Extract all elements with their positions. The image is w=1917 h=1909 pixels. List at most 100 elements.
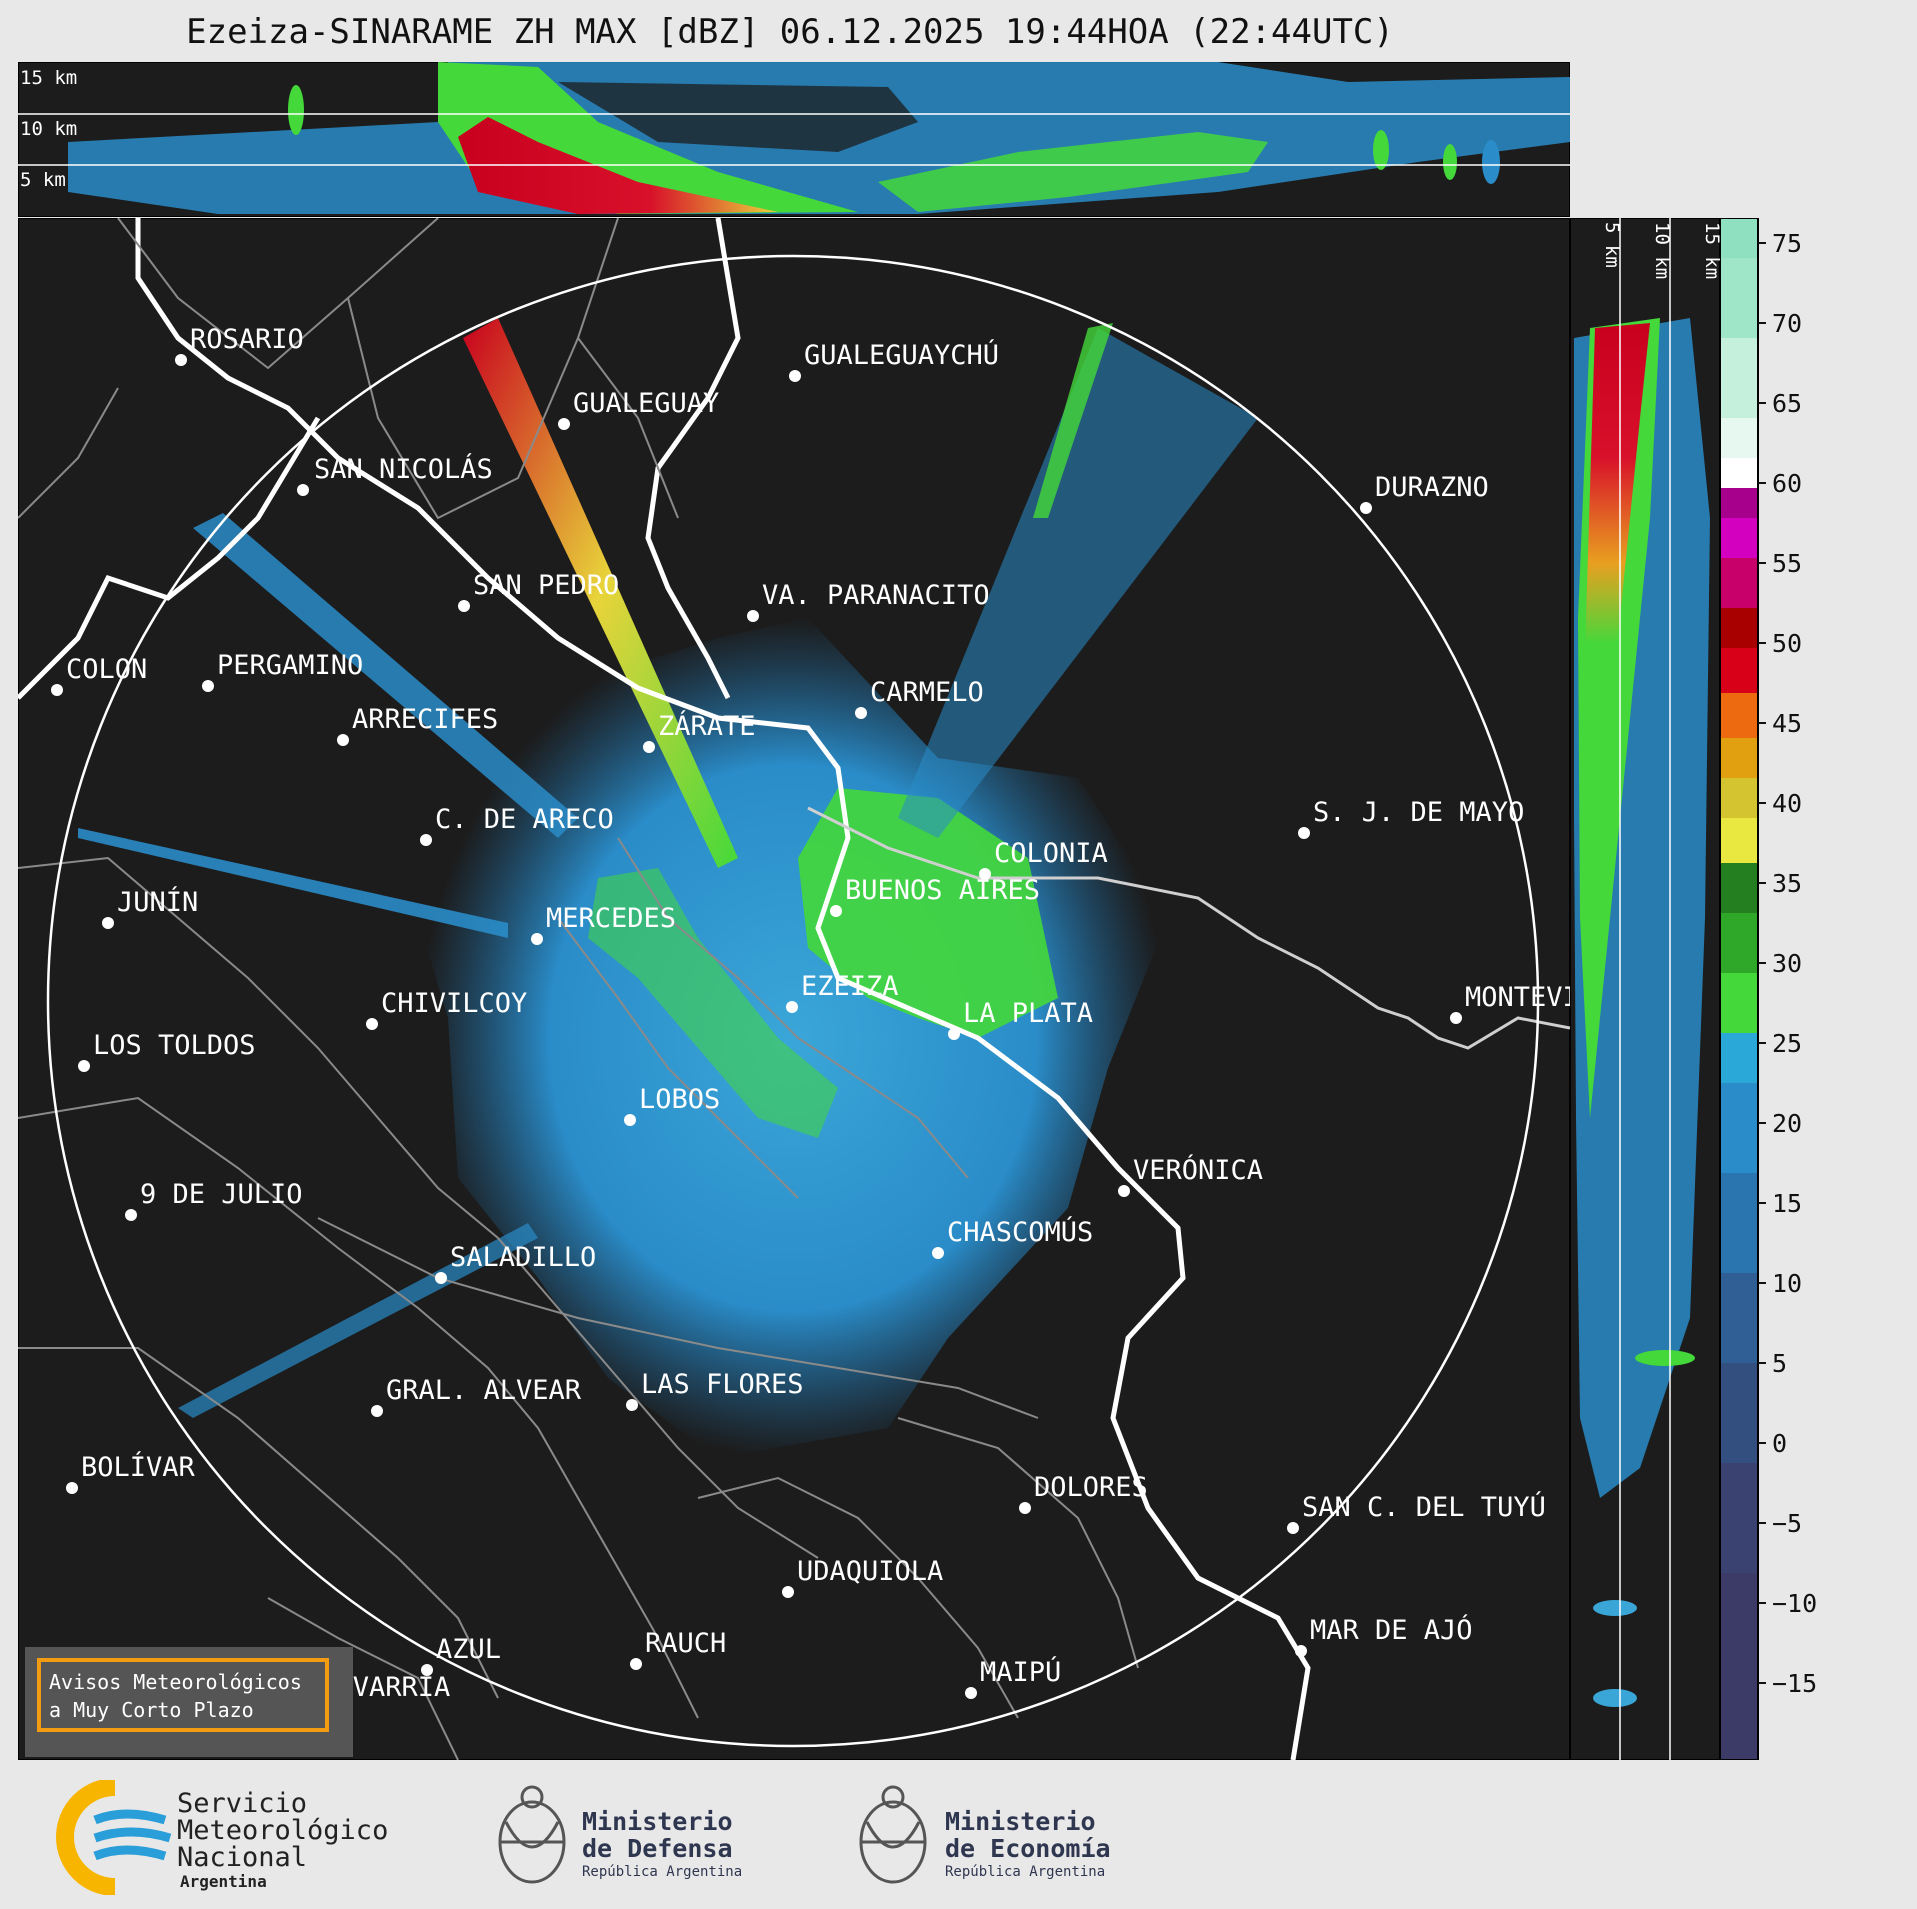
top-echo-dark-gap [558, 82, 918, 152]
colorbar-tick-25: 25 [1758, 1029, 1802, 1058]
svg-text:C. DE ARECO: C. DE ARECO [435, 804, 614, 835]
city-9-de-julio[interactable]: 9 DE JULIO [125, 1179, 303, 1221]
city-colon[interactable]: COLON [51, 654, 147, 696]
svg-text:VERÓNICA: VERÓNICA [1133, 1154, 1263, 1186]
city-zarate[interactable]: ZÁRATE [643, 710, 756, 753]
colorbar-tick-10: 10 [1758, 1269, 1802, 1298]
svg-text:JUNÍN: JUNÍN [117, 886, 198, 918]
city-c-de-areco[interactable]: C. DE ARECO [420, 804, 614, 846]
city-junin[interactable]: JUNÍN [102, 886, 198, 929]
colorbar-tick-20: 20 [1758, 1109, 1802, 1138]
city-udaquiola[interactable]: UDAQUIOLA [782, 1556, 943, 1598]
alert-line-2: a Muy Corto Plazo [49, 1698, 254, 1722]
top-label-15km: 15 km [20, 67, 77, 89]
colorbar-tick-75: 75 [1758, 229, 1802, 258]
city-san-pedro[interactable]: SAN PEDRO [458, 570, 619, 612]
top-profile-panel: 15 km 10 km 5 km [18, 62, 1570, 217]
city-bolivar[interactable]: BOLÍVAR [66, 1451, 196, 1494]
city-buenos-aires[interactable]: BUENOS AIRES [830, 875, 1040, 917]
city-san-c-del-tuyu[interactable]: SAN C. DEL TUYÚ [1287, 1491, 1546, 1534]
svg-text:GUALEGUAYCHÚ: GUALEGUAYCHÚ [804, 339, 999, 371]
smn-line-1: Servicio [177, 1788, 307, 1819]
svg-text:UDAQUIOLA: UDAQUIOLA [797, 1556, 943, 1587]
defensa-line-3: República Argentina [582, 1864, 742, 1880]
city-maipu[interactable]: MAIPÚ [965, 1656, 1061, 1699]
defensa-logo[interactable]: Ministerio de Defensa República Argentin… [492, 1772, 752, 1897]
city-chascomus[interactable]: CHASCOMÚS [932, 1216, 1093, 1259]
side-profile-panel: 5 km 10 km 15 km [1570, 218, 1720, 1760]
economia-logo[interactable]: Ministerio de Economía República Argenti… [853, 1772, 1123, 1897]
svg-text:−15: −15 [1772, 1669, 1817, 1698]
colorbar-tick-15: 15 [1758, 1189, 1802, 1218]
city-saladillo[interactable]: SALADILLO [435, 1242, 596, 1284]
svg-text:GRAL. ALVEAR: GRAL. ALVEAR [386, 1375, 582, 1406]
range-ring [46, 254, 1540, 1748]
svg-text:DURAZNO: DURAZNO [1375, 472, 1489, 503]
city-gral-alvear[interactable]: GRAL. ALVEAR [371, 1375, 582, 1417]
svg-text:AZUL: AZUL [436, 1634, 501, 1665]
svg-text:LAS FLORES: LAS FLORES [641, 1369, 804, 1400]
city-lobos[interactable]: LOBOS [624, 1084, 720, 1126]
svg-text:MAIPÚ: MAIPÚ [980, 1656, 1061, 1688]
svg-text:9 DE JULIO: 9 DE JULIO [140, 1179, 303, 1210]
city-san-nicolas[interactable]: SAN NICOLÁS [297, 453, 493, 496]
page-title: Ezeiza-SINARAME ZH MAX [dBZ] 06.12.2025 … [186, 12, 1394, 52]
echo-streak-nw [193, 513, 578, 838]
city-rosario[interactable]: ROSARIO [175, 324, 304, 366]
city-gualeguay[interactable]: GUALEGUAY [558, 388, 719, 430]
svg-text:S. J. DE MAYO: S. J. DE MAYO [1313, 797, 1524, 828]
svg-text:−5: −5 [1772, 1509, 1802, 1538]
city-chivilcoy[interactable]: CHIVILCOY [366, 988, 527, 1030]
svg-text:5: 5 [1772, 1349, 1787, 1378]
svg-text:CARMELO: CARMELO [870, 677, 984, 708]
city-mar-de-ajo[interactable]: MAR DE AJÓ [1295, 1614, 1473, 1657]
city-ezeiza[interactable]: EZEIZA [786, 971, 899, 1013]
svg-text:ZÁRATE: ZÁRATE [658, 710, 756, 742]
svg-text:SAN PEDRO: SAN PEDRO [473, 570, 619, 601]
svg-text:RAUCH: RAUCH [645, 1628, 726, 1659]
colorbar-tick-minus10: −10 [1758, 1589, 1817, 1618]
svg-text:50: 50 [1772, 629, 1802, 658]
svg-text:GUALEGUAY: GUALEGUAY [573, 388, 719, 419]
economia-line-2: de Economía [945, 1834, 1111, 1863]
city-gualeguaychu[interactable]: GUALEGUAYCHÚ [789, 339, 999, 382]
city-sj-de-mayo[interactable]: S. J. DE MAYO [1298, 797, 1524, 839]
city-los-toldos[interactable]: LOS TOLDOS [78, 1030, 256, 1072]
colorbar-tick-35: 35 [1758, 869, 1802, 898]
alert-box[interactable]: Avisos Meteorológicos a Muy Corto Plazo [25, 1647, 353, 1757]
smn-line-2: Meteorológico [177, 1815, 388, 1846]
alert-line-1: Avisos Meteorológicos [49, 1670, 302, 1694]
city-carmelo[interactable]: CARMELO [855, 677, 984, 719]
city-va-paranacito[interactable]: VA. PARANACITO [747, 580, 990, 622]
city-la-plata[interactable]: LA PLATA [948, 998, 1093, 1040]
city-colonia[interactable]: COLONIA [979, 838, 1108, 880]
smn-logo[interactable]: Servicio Meteorológico Nacional Argentin… [55, 1780, 400, 1895]
colorbar-tick-70: 70 [1758, 309, 1802, 338]
side-label-15km: 15 km [1701, 222, 1720, 279]
city-montevideo[interactable]: MONTEVIDEO [1450, 982, 1570, 1024]
city-durazno[interactable]: DURAZNO [1360, 472, 1489, 514]
city-azul[interactable]: AZUL [421, 1634, 501, 1676]
top-echo-core [458, 117, 778, 214]
colorbar-tick-minus5: −5 [1758, 1509, 1802, 1538]
side-echo-cell [1593, 1689, 1637, 1707]
top-echo-cell [1373, 130, 1389, 170]
radar-map[interactable]: ROSARIO GUALEGUAYCHÚ GUALEGUAY SAN NICOL… [18, 218, 1570, 1760]
svg-text:BUENOS AIRES: BUENOS AIRES [845, 875, 1040, 906]
city-rauch[interactable]: RAUCH [630, 1628, 726, 1670]
svg-text:15: 15 [1772, 1189, 1802, 1218]
svg-text:45: 45 [1772, 709, 1802, 738]
river-parana [135, 218, 1311, 1760]
svg-text:10: 10 [1772, 1269, 1802, 1298]
svg-text:MAR DE AJÓ: MAR DE AJÓ [1310, 1614, 1473, 1646]
city-mercedes[interactable]: MERCEDES [531, 903, 676, 945]
national-shield-icon [859, 1785, 927, 1884]
svg-text:LOBOS: LOBOS [639, 1084, 720, 1115]
city-pergamino[interactable]: PERGAMINO [202, 650, 363, 692]
city-dolores[interactable]: DOLORES [1019, 1472, 1148, 1514]
city-arrecifes[interactable]: ARRECIFES [337, 704, 498, 746]
city-las-flores[interactable]: LAS FLORES [626, 1369, 804, 1411]
alert-box-frame: Avisos Meteorológicos a Muy Corto Plazo [37, 1658, 329, 1732]
colorbar-tick-60: 60 [1758, 469, 1802, 498]
city-veronica[interactable]: VERÓNICA [1118, 1154, 1263, 1197]
